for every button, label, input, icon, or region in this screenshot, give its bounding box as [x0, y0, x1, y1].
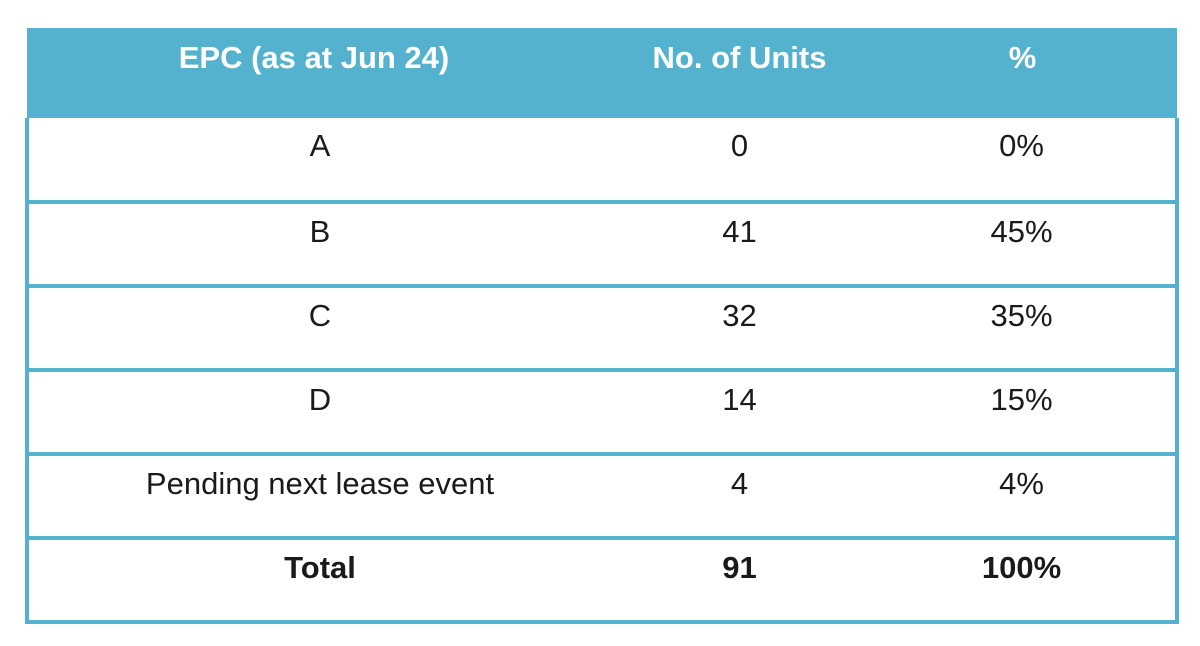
header-units: No. of Units [611, 28, 868, 118]
header-row: EPC (as at Jun 24) No. of Units % [27, 28, 1177, 118]
cell-units: 0 [611, 118, 868, 202]
total-label: Total [25, 536, 611, 624]
cell-epc: B [25, 200, 611, 286]
total-percent: 100% [868, 536, 1179, 624]
table-row: A 0 0% [25, 118, 1179, 202]
header-epc: EPC (as at Jun 24) [27, 28, 611, 118]
table-row: D 14 15% [25, 368, 1179, 454]
cell-units: 14 [611, 368, 868, 454]
total-units: 91 [611, 536, 868, 624]
cell-epc: D [25, 368, 611, 454]
cell-epc: C [25, 284, 611, 370]
cell-percent: 35% [868, 284, 1179, 370]
cell-units: 32 [611, 284, 868, 370]
cell-percent: 45% [868, 200, 1179, 286]
cell-epc: Pending next lease event [25, 452, 611, 538]
table-row: Pending next lease event 4 4% [25, 452, 1179, 538]
table-row: B 41 45% [25, 200, 1179, 286]
table-row: C 32 35% [25, 284, 1179, 370]
cell-units: 4 [611, 452, 868, 538]
table-body: A 0 0% B 41 45% C 32 35% D 14 15% Pendin… [25, 118, 1179, 624]
cell-units: 41 [611, 200, 868, 286]
cell-percent: 15% [868, 368, 1179, 454]
table-header: EPC (as at Jun 24) No. of Units % [27, 28, 1177, 118]
total-row: Total 91 100% [25, 536, 1179, 624]
header-percent: % [868, 28, 1177, 118]
cell-percent: 4% [868, 452, 1179, 538]
cell-epc: A [25, 118, 611, 202]
cell-percent: 0% [868, 118, 1179, 202]
epc-table: EPC (as at Jun 24) No. of Units % A 0 0%… [25, 28, 1179, 624]
